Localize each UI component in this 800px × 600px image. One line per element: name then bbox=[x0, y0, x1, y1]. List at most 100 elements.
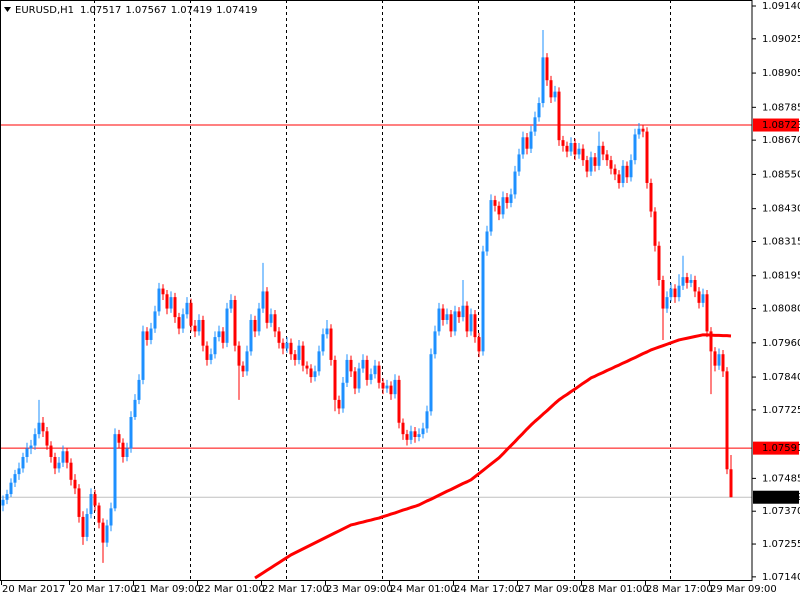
x-tick-label: 27 Mar 09:00 bbox=[518, 584, 585, 595]
candle-body bbox=[97, 505, 101, 523]
candle-body bbox=[633, 134, 637, 161]
candle-body bbox=[533, 117, 537, 132]
candle-body bbox=[713, 351, 717, 366]
candle-body bbox=[529, 131, 533, 149]
candle-body bbox=[641, 128, 645, 132]
candle-body bbox=[369, 374, 373, 380]
candle-body bbox=[289, 342, 293, 355]
candle-body bbox=[353, 371, 357, 389]
candle-body bbox=[697, 291, 701, 303]
price-label: 1.07419 bbox=[762, 492, 800, 503]
candle-body bbox=[729, 469, 733, 498]
x-tick-label: 22 Mar 01:00 bbox=[198, 584, 265, 595]
candle-body bbox=[317, 351, 321, 372]
candle-body bbox=[429, 354, 433, 412]
price-label-box bbox=[753, 490, 799, 504]
y-tick-label: 1.08550 bbox=[762, 169, 800, 180]
menu-triangle[interactable] bbox=[4, 7, 11, 12]
candle-body bbox=[305, 365, 309, 369]
candle-body bbox=[577, 148, 581, 155]
candle-body bbox=[597, 145, 601, 166]
y-tick-label: 1.07725 bbox=[762, 405, 800, 416]
candle-body bbox=[233, 299, 237, 346]
candle-body bbox=[561, 140, 565, 146]
candle-body bbox=[673, 288, 677, 298]
y-tick-label: 1.07960 bbox=[762, 338, 800, 349]
candle-body bbox=[285, 342, 289, 349]
x-tick-label: 29 Mar 09:00 bbox=[710, 584, 777, 595]
candle-body bbox=[237, 345, 241, 366]
candle-body bbox=[513, 171, 517, 195]
candle-body bbox=[81, 516, 85, 537]
candle-body bbox=[433, 331, 437, 355]
candle-body bbox=[313, 371, 317, 378]
candle-body bbox=[501, 197, 505, 215]
candle-body bbox=[149, 328, 153, 340]
candle-body bbox=[605, 154, 609, 161]
candle-body bbox=[269, 314, 273, 323]
candle-body bbox=[129, 417, 133, 449]
candle-body bbox=[217, 331, 221, 338]
candle-body bbox=[453, 311, 457, 332]
candle-body bbox=[221, 331, 225, 343]
candle-body bbox=[637, 128, 641, 135]
candle-body bbox=[377, 365, 381, 383]
candle-body bbox=[365, 359, 369, 380]
candle-body bbox=[321, 334, 325, 352]
candle-body bbox=[457, 311, 461, 318]
candle-body bbox=[293, 354, 297, 360]
candle-body bbox=[301, 345, 305, 366]
y-tick-label: 1.07140 bbox=[762, 572, 800, 583]
candle-body bbox=[325, 328, 329, 335]
candle-body bbox=[601, 145, 605, 155]
candle-body bbox=[657, 245, 661, 281]
candle-body bbox=[93, 494, 97, 506]
candle-body bbox=[373, 365, 377, 375]
candle-body bbox=[241, 365, 245, 372]
candle-body bbox=[617, 174, 621, 183]
candle-body bbox=[685, 277, 689, 283]
candle-body bbox=[509, 194, 513, 203]
candle-body bbox=[389, 385, 393, 395]
candle-body bbox=[437, 308, 441, 332]
x-tick-label: 20 Mar 17:00 bbox=[70, 584, 137, 595]
y-tick-label: 1.08670 bbox=[762, 135, 800, 146]
candle-body bbox=[549, 80, 553, 98]
y-tick-label: 1.08905 bbox=[762, 68, 800, 79]
candle-body bbox=[397, 379, 401, 423]
candle-body bbox=[9, 482, 13, 495]
candle-body bbox=[477, 337, 481, 352]
candle-body bbox=[21, 456, 25, 469]
candle-body bbox=[25, 448, 29, 457]
separators bbox=[94, 0, 671, 580]
candle-body bbox=[209, 354, 213, 360]
y-tick-label: 1.08785 bbox=[762, 102, 800, 113]
y-tick-label: 1.07485 bbox=[762, 473, 800, 484]
candle-body bbox=[409, 431, 413, 440]
candle-body bbox=[145, 331, 149, 340]
y-tick-label: 1.07840 bbox=[762, 372, 800, 383]
candle-body bbox=[109, 508, 113, 526]
x-tick-label: 21 Mar 09:00 bbox=[134, 584, 201, 595]
candle-body bbox=[213, 337, 217, 355]
candle-body bbox=[13, 474, 17, 483]
candle-body bbox=[385, 385, 389, 389]
candle-body bbox=[77, 488, 81, 517]
candle-body bbox=[5, 494, 9, 500]
y-tick-label: 1.09025 bbox=[762, 34, 800, 45]
candle-body bbox=[609, 160, 613, 169]
level-label: 1.08723 bbox=[762, 120, 800, 131]
candle-body bbox=[665, 297, 669, 309]
candle-body bbox=[405, 434, 409, 440]
x-tick-label: 24 Mar 17:00 bbox=[454, 584, 521, 595]
candle-body bbox=[333, 359, 337, 400]
high: 1.07567 bbox=[125, 5, 166, 16]
candle-body bbox=[557, 91, 561, 141]
candle-body bbox=[621, 165, 625, 183]
candle-body bbox=[273, 314, 277, 332]
candle-body bbox=[565, 145, 569, 152]
candle-body bbox=[177, 317, 181, 329]
candle-body bbox=[445, 314, 449, 320]
